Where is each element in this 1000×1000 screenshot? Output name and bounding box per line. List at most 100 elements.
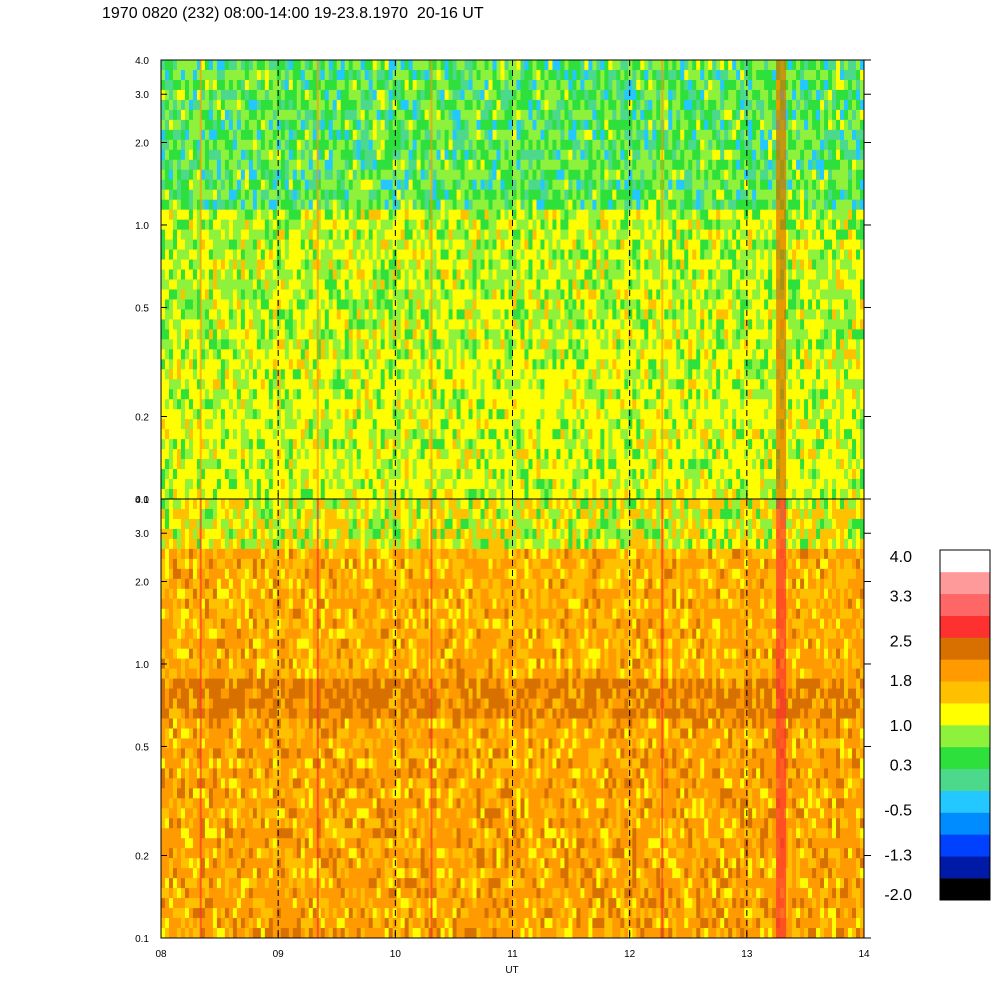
- heat-cell: [540, 429, 545, 440]
- heat-cell: [348, 439, 354, 450]
- heat-cell: [412, 449, 418, 460]
- heat-cell: [372, 409, 378, 420]
- heat-cell: [244, 60, 250, 71]
- heat-cell: [568, 489, 573, 499]
- heat-cell: [180, 169, 186, 181]
- heat-cell: [188, 139, 194, 151]
- heat-cell: [232, 439, 238, 450]
- heat-cell: [240, 249, 246, 260]
- heat-cell: [520, 99, 525, 111]
- heat-cell: [260, 289, 266, 300]
- heat-cell: [348, 239, 354, 250]
- heat-cell: [492, 359, 497, 370]
- heat-cell: [312, 409, 318, 420]
- heat-cell: [484, 489, 489, 499]
- heat-cell: [204, 309, 210, 320]
- heat-cell: [568, 259, 573, 270]
- heat-cell: [184, 269, 190, 280]
- heat-cell: [472, 60, 477, 71]
- heat-cell: [504, 339, 509, 350]
- heat-cell: [208, 439, 214, 450]
- heat-cell: [572, 239, 577, 250]
- heat-cell: [508, 429, 513, 440]
- heat-cell: [252, 279, 258, 290]
- heat-cell: [380, 189, 386, 201]
- heat-cell: [424, 199, 430, 211]
- heat-cell: [172, 469, 178, 480]
- heat-cell: [208, 399, 214, 410]
- heat-cell: [436, 469, 441, 480]
- heat-cell: [604, 279, 609, 290]
- heat-cell: [520, 239, 525, 250]
- heat-cell: [424, 109, 430, 121]
- heat-cell: [332, 109, 338, 121]
- heat-cell: [456, 389, 461, 400]
- heat-cell: [264, 479, 270, 490]
- heat-cell: [368, 449, 374, 460]
- heat-cell: [552, 159, 557, 171]
- heat-cell: [592, 199, 597, 211]
- heat-cell: [304, 339, 310, 350]
- heat-cell: [344, 259, 350, 270]
- heat-cell: [352, 449, 358, 460]
- heat-cell: [292, 209, 298, 221]
- heat-cell: [172, 409, 178, 420]
- heat-cell: [304, 479, 310, 490]
- heat-cell: [332, 229, 338, 240]
- heat-cell: [212, 169, 218, 181]
- heat-cell: [496, 179, 501, 191]
- heat-cell: [528, 239, 533, 250]
- heat-cell: [564, 119, 569, 131]
- heat-cell: [400, 379, 406, 390]
- heat-cell: [208, 189, 214, 201]
- heat-cell: [212, 289, 218, 300]
- heat-cell: [220, 119, 226, 131]
- heat-cell: [264, 309, 270, 320]
- heat-cell: [180, 439, 186, 450]
- heat-cell: [384, 249, 390, 260]
- heat-cell: [612, 199, 617, 211]
- heat-cell: [368, 409, 374, 420]
- heat-cell: [352, 299, 358, 310]
- heat-cell: [400, 129, 406, 141]
- heat-cell: [172, 239, 178, 250]
- heat-cell: [444, 279, 449, 290]
- heat-cell: [368, 339, 374, 350]
- heat-cell: [604, 289, 609, 300]
- heat-cell: [252, 449, 258, 460]
- heat-cell: [484, 399, 489, 410]
- heat-cell: [556, 409, 561, 420]
- heat-cell: [500, 229, 505, 240]
- heat-cell: [232, 129, 238, 141]
- heat-cell: [364, 459, 370, 470]
- heat-cell: [232, 349, 238, 360]
- heat-cell: [600, 249, 605, 260]
- heat-cell: [488, 419, 493, 430]
- heat-cell: [592, 319, 597, 330]
- heat-cell: [416, 169, 422, 181]
- heat-cell: [232, 239, 238, 250]
- heat-cell: [200, 379, 206, 390]
- heat-cell: [300, 369, 306, 380]
- heat-cell: [376, 449, 382, 460]
- heat-cell: [492, 79, 497, 91]
- heat-cell: [408, 479, 414, 490]
- heat-cell: [612, 229, 617, 240]
- heat-cell: [560, 369, 565, 380]
- heat-cell: [436, 369, 441, 380]
- heat-cell: [200, 399, 206, 410]
- heat-cell: [412, 319, 418, 330]
- heat-cell: [608, 419, 613, 430]
- heat-cell: [236, 109, 242, 121]
- heat-cell: [468, 349, 473, 360]
- heat-cell: [460, 139, 465, 151]
- heat-cell: [320, 199, 326, 211]
- heat-cell: [176, 309, 182, 320]
- heat-cell: [280, 449, 286, 460]
- heat-cell: [232, 329, 238, 340]
- heat-cell: [284, 159, 290, 171]
- heat-cell: [468, 239, 473, 250]
- heat-cell: [560, 379, 565, 390]
- heat-cell: [268, 259, 274, 270]
- heat-cell: [276, 429, 282, 440]
